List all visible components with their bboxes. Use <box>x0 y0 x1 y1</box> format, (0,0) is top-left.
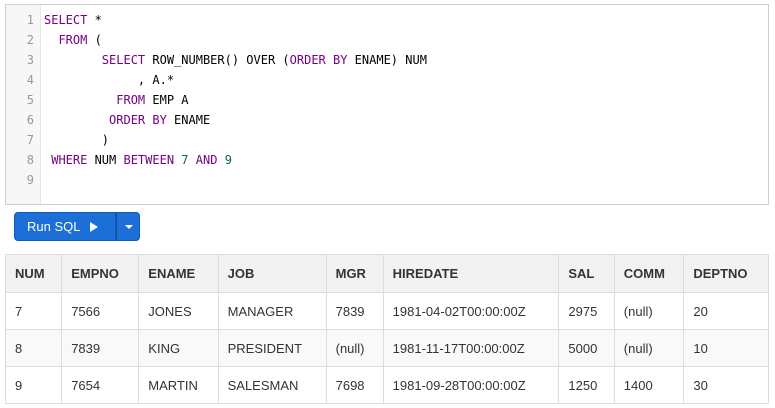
table-cell: 1981-04-02T00:00:00Z <box>382 292 560 330</box>
table-cell: (null) <box>613 329 685 367</box>
sql-keyword: BETWEEN <box>123 153 175 167</box>
line-number: 6 <box>26 113 34 127</box>
table-cell: 7 <box>4 292 63 330</box>
sql-keyword: SELECT <box>44 13 88 27</box>
play-icon <box>89 222 98 232</box>
table-cell: MARTIN <box>138 366 219 404</box>
table-cell: 1981-11-17T00:00:00Z <box>382 329 560 367</box>
line-number: 8 <box>26 153 34 167</box>
sql-text: * <box>87 13 102 27</box>
sql-number: 9 <box>224 153 232 167</box>
sql-keyword: WHERE <box>51 153 88 167</box>
sql-editor[interactable]: 1 2 3 4 5 6 7 8 9 SELECT * FROM ( SELECT ROW_NUM… <box>5 4 769 205</box>
code-line: SELECT ROW_NUMBER() OVER (ORDER BY ENAME… <box>44 50 427 70</box>
line-number: 2 <box>26 33 34 47</box>
sql-text: ENAME <box>166 113 211 127</box>
code-line: WHERE NUM BETWEEN 7 AND 9 <box>44 150 232 170</box>
column-header: JOB <box>217 254 327 293</box>
code-line: , A.* <box>44 70 174 90</box>
sql-keyword: FROM <box>58 33 88 47</box>
sql-text <box>44 113 109 127</box>
table-cell: MANAGER <box>217 292 327 330</box>
code-line: ) <box>44 130 109 150</box>
sql-keyword: ORDER BY <box>289 53 348 67</box>
table-cell: PRESIDENT <box>217 329 327 367</box>
line-number: 3 <box>26 53 34 67</box>
sql-text: ROW_NUMBER() OVER ( <box>145 53 290 67</box>
table-cell: (null) <box>613 292 685 330</box>
column-header: NUM <box>4 254 63 293</box>
table-cell: (null) <box>325 329 384 367</box>
table-cell: 2975 <box>558 292 615 330</box>
sql-number: 7 <box>181 153 189 167</box>
table-cell: 1250 <box>558 366 615 404</box>
sql-text <box>44 53 102 67</box>
table-cell: 5000 <box>558 329 615 367</box>
table-cell: 10 <box>683 329 769 367</box>
code-line: FROM ( <box>44 30 102 50</box>
table-cell: 8 <box>4 329 63 367</box>
table-cell: 7839 <box>61 329 140 367</box>
sql-keyword: SELECT <box>101 53 146 67</box>
column-header: DEPTNO <box>683 254 769 293</box>
table-cell: 7839 <box>325 292 384 330</box>
table-cell: 1981-09-28T00:00:00Z <box>382 366 560 404</box>
sql-keyword: ORDER BY <box>109 113 167 127</box>
sql-text: EMP A <box>145 93 189 107</box>
table-row: 8 7839 KING PRESIDENT (null) 1981-11-17T00:00… <box>4 329 769 367</box>
code-line: FROM EMP A <box>44 90 189 110</box>
line-number: 4 <box>26 73 34 87</box>
table-cell: 9 <box>4 366 63 404</box>
table-cell: 1400 <box>613 366 685 404</box>
sql-keyword: FROM <box>116 93 146 107</box>
run-sql-label: Run SQL <box>27 219 80 234</box>
code-line: ORDER BY ENAME <box>44 110 210 130</box>
sql-keyword: AND <box>195 153 218 167</box>
chevron-down-icon <box>125 225 133 229</box>
table-header-row: NUM EMPNO ENAME JOB MGR HIREDATE SAL COMM DEPTNO <box>4 254 769 293</box>
sql-text: ) <box>44 133 110 147</box>
column-header: COMM <box>613 254 685 293</box>
line-number: 1 <box>26 13 34 27</box>
sql-text: NUM <box>87 153 124 167</box>
table-row: 9 7654 MARTIN SALESMAN 7698 1981-09-28T00:00:… <box>4 366 769 404</box>
table-cell: 7698 <box>325 366 384 404</box>
sql-text: ENAME) NUM <box>347 53 427 67</box>
table-cell: 7654 <box>61 366 140 404</box>
column-header: SAL <box>558 254 615 293</box>
results-table: NUM EMPNO ENAME JOB MGR HIREDATE SAL COMM DEPTNO… <box>4 254 769 404</box>
sql-text: ( <box>87 33 102 47</box>
table-cell: SALESMAN <box>217 366 327 404</box>
run-options-dropdown-button[interactable] <box>116 212 140 241</box>
table-cell: 20 <box>683 292 769 330</box>
column-header: EMPNO <box>61 254 140 293</box>
line-number-gutter: 1 2 3 4 5 6 7 8 9 <box>6 5 41 204</box>
table-row: 7 7566 JONES MANAGER 7839 1981-04-02T00:00:00… <box>4 292 769 330</box>
run-sql-button[interactable]: Run SQL <box>14 212 116 241</box>
column-header: ENAME <box>138 254 219 293</box>
column-header: HIREDATE <box>382 254 560 293</box>
sql-text <box>44 33 58 47</box>
line-number: 5 <box>26 93 34 107</box>
sql-text <box>217 153 224 167</box>
table-cell: 30 <box>683 366 769 404</box>
table-cell: 7566 <box>61 292 140 330</box>
code-line: SELECT * <box>44 10 102 30</box>
column-header: MGR <box>325 254 384 293</box>
table-cell: JONES <box>138 292 219 330</box>
table-cell: KING <box>138 329 219 367</box>
line-number: 7 <box>26 133 34 147</box>
sql-text <box>189 153 196 167</box>
sql-text: , A.* <box>44 73 175 87</box>
line-number: 9 <box>26 173 34 187</box>
sql-text <box>44 93 116 107</box>
